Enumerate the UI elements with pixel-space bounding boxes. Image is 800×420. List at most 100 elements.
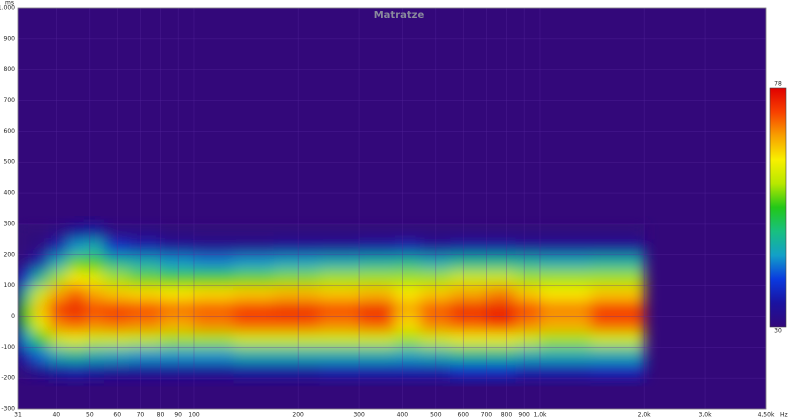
- heatmap-cell: [273, 316, 320, 333]
- heatmap-cell: [515, 362, 541, 379]
- heatmap-cell: [83, 301, 105, 317]
- heatmap-cell: [233, 347, 275, 364]
- heatmap-cell: [450, 239, 487, 256]
- heatmap-cell: [539, 331, 592, 348]
- x-tick-label: 40: [52, 412, 60, 419]
- heatmap-cell: [129, 331, 161, 348]
- heatmap-cell: [104, 347, 130, 364]
- heatmap-cell: [319, 362, 360, 379]
- heatmap-cell: [104, 285, 130, 302]
- heatmap-cell: [193, 316, 234, 333]
- heatmap-cell: [273, 347, 320, 364]
- heatmap-cell: [67, 301, 85, 317]
- heatmap-cell: [83, 285, 105, 302]
- heatmap-cell: [450, 331, 487, 348]
- heatmap-cell: [486, 285, 517, 302]
- heatmap-cell: [319, 301, 360, 317]
- heatmap-cell: [486, 270, 517, 287]
- heatmap-cell: [31, 223, 50, 240]
- x-tick-label: 60: [113, 412, 121, 419]
- heatmap-cell: [83, 239, 105, 256]
- heatmap-cell: [193, 270, 234, 287]
- heatmap-cell: [160, 239, 195, 256]
- heatmap-cell: [590, 316, 645, 333]
- heatmap-cell: [160, 301, 195, 317]
- y-tick-label: 200: [4, 251, 16, 258]
- heatmap-cell: [319, 347, 360, 364]
- x-tick-label: 50: [86, 412, 94, 419]
- heatmap-cell: [31, 301, 50, 317]
- heatmap-cell: [160, 331, 195, 348]
- heatmap-cell: [104, 270, 130, 287]
- x-tick-label: 4,50k: [758, 412, 775, 419]
- heatmap-cell: [193, 301, 234, 317]
- heatmap-cell: [515, 270, 541, 287]
- heatmap-cell: [420, 301, 451, 317]
- heatmap-cell: [359, 331, 396, 348]
- heatmap-cell: [104, 301, 130, 317]
- heatmap-cell: [160, 347, 195, 364]
- heatmap-cell: [67, 316, 85, 333]
- heatmap-cell: [450, 223, 487, 240]
- x-tick-label: 900: [518, 412, 530, 419]
- heatmap-cell: [539, 270, 592, 287]
- x-tick-label: 800: [501, 412, 513, 419]
- heatmap-cell: [273, 270, 320, 287]
- heatmap-cell: [450, 362, 487, 379]
- heatmap-cell: [539, 362, 592, 379]
- x-tick-label: 300: [353, 412, 365, 419]
- heatmap-cell: [359, 316, 396, 333]
- heatmap-cell: [233, 301, 275, 317]
- heatmap-cell: [319, 331, 360, 348]
- heatmap-cell: [539, 301, 592, 317]
- heatmap-cell: [515, 239, 541, 256]
- heatmap-cell: [31, 347, 50, 364]
- heatmap-cell: [273, 254, 320, 271]
- x-tick-label: 90: [174, 412, 182, 419]
- heatmap-cell: [160, 270, 195, 287]
- y-tick-label: -100: [1, 344, 15, 351]
- heatmap-cell: [486, 239, 517, 256]
- heatmap-cell: [31, 316, 50, 333]
- heatmap-cell: [590, 285, 645, 302]
- heatmap-cell: [31, 362, 50, 379]
- heatmap-cell: [486, 362, 517, 379]
- heatmap-cell: [67, 270, 85, 287]
- heatmap-cell: [486, 223, 517, 240]
- x-tick-label: 31: [14, 412, 22, 419]
- heatmap-cell: [539, 316, 592, 333]
- heatmap-cell: [273, 331, 320, 348]
- heatmap-cell: [539, 223, 592, 240]
- heatmap-cell: [67, 362, 85, 379]
- heatmap-cell: [590, 301, 645, 317]
- heatmap-cell: [18, 223, 33, 240]
- heatmap-cell: [394, 223, 421, 240]
- heatmap-cell: [359, 239, 396, 256]
- heatmap-cell: [420, 331, 451, 348]
- heatmap-cell: [18, 270, 33, 287]
- y-tick-label: 400: [4, 190, 16, 197]
- heatmap-cell: [319, 316, 360, 333]
- heatmap-cell: [18, 331, 33, 348]
- heatmap-cell: [67, 347, 85, 364]
- x-tick-label: 400: [397, 412, 409, 419]
- heatmap-cell: [319, 285, 360, 302]
- heatmap-cell: [420, 270, 451, 287]
- heatmap-cell: [420, 316, 451, 333]
- heatmap-cell: [193, 347, 234, 364]
- heatmap-cell: [273, 285, 320, 302]
- heatmap-cell: [515, 254, 541, 271]
- heatmap-cell: [129, 316, 161, 333]
- heatmap-cell: [515, 316, 541, 333]
- y-tick-label: 100: [4, 282, 16, 289]
- heatmap-cell: [233, 239, 275, 256]
- heatmap-cell: [83, 270, 105, 287]
- heatmap-cell: [129, 301, 161, 317]
- heatmap-cell: [590, 254, 645, 271]
- x-tick-label: 600: [458, 412, 470, 419]
- heatmap-cell: [48, 223, 68, 240]
- heatmap-cell: [31, 285, 50, 302]
- x-tick-label: 2,0k: [638, 412, 652, 419]
- heatmap-cell: [18, 301, 33, 317]
